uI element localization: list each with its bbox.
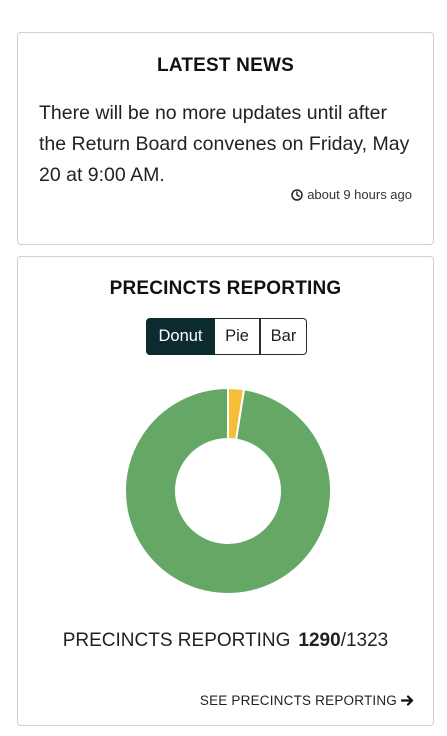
donut-slice-reporting	[124, 386, 332, 595]
news-text: There will be no more updates until afte…	[39, 102, 410, 186]
clock-icon	[291, 188, 303, 201]
latest-news-title: LATEST NEWS	[157, 55, 294, 76]
news-time-text: about 9 hours ago	[307, 187, 412, 202]
precincts-reporting-label: PRECINCTS REPORTING	[62, 630, 291, 651]
arrow-right-icon	[400, 694, 414, 707]
latest-news-card: LATEST NEWS There will be no more update…	[17, 32, 434, 245]
precincts-donut-chart	[124, 386, 332, 595]
bar-button[interactable]: Bar	[260, 318, 307, 355]
pie-button[interactable]: Pie	[215, 318, 260, 355]
news-timestamp: about 9 hours ago	[291, 187, 412, 202]
donut-chart-svg	[124, 386, 332, 595]
precincts-reporting-count: 1290	[298, 630, 341, 651]
precincts-reporting-summary: PRECINCTS REPORTING 1290/1323	[18, 630, 433, 652]
donut-button[interactable]: Donut	[146, 318, 215, 355]
precincts-total-count: /1323	[340, 630, 389, 651]
chart-type-toggle: Donut Pie Bar	[146, 318, 307, 355]
precincts-reporting-card: PRECINCTS REPORTING Donut Pie Bar PRECIN…	[17, 256, 434, 726]
see-precincts-reporting-label: SEE PRECINCTS REPORTING	[199, 693, 397, 708]
see-precincts-reporting-link[interactable]: SEE PRECINCTS REPORTING	[200, 693, 414, 708]
precincts-reporting-title: PRECINCTS REPORTING	[109, 278, 342, 299]
